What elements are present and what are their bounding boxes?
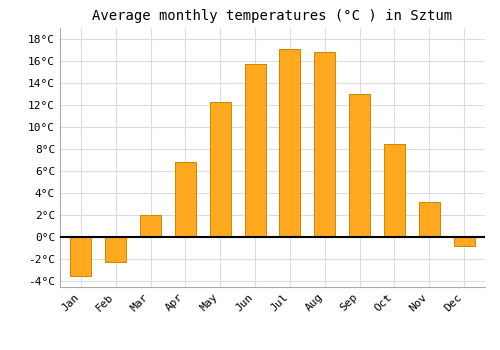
Bar	[280, 49, 300, 237]
Bar	[175, 162, 196, 237]
Bar	[454, 237, 474, 246]
Bar	[244, 64, 266, 237]
Bar	[349, 94, 370, 237]
Bar	[419, 202, 440, 237]
Bar	[210, 102, 231, 237]
Bar	[384, 144, 405, 237]
Bar	[140, 215, 161, 237]
Bar	[314, 52, 335, 237]
Title: Average monthly temperatures (°C ) in Sztum: Average monthly temperatures (°C ) in Sz…	[92, 9, 452, 23]
Bar	[70, 237, 92, 276]
Bar	[106, 237, 126, 262]
